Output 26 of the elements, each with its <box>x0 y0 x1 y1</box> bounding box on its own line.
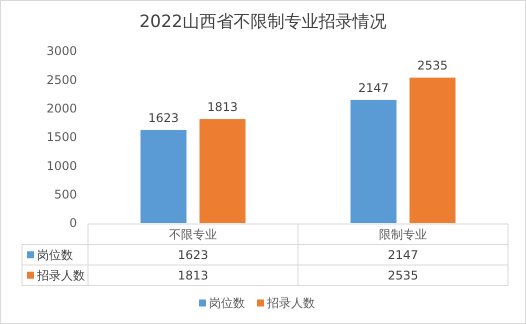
text: 1623 <box>178 248 208 262</box>
text: 招录人数 <box>37 268 85 282</box>
x-tick-label: 限制专业 <box>379 227 427 242</box>
text: 2147 <box>388 248 418 262</box>
legend-label: 岗位数 <box>37 248 73 262</box>
y-tick-label: 2500 <box>46 72 77 87</box>
legend-label: 招录人数 <box>266 296 315 310</box>
text: 2535 <box>388 268 418 282</box>
bar <box>140 130 186 223</box>
bar <box>350 100 396 223</box>
y-tick-label: 0 <box>69 216 77 230</box>
y-tick-label: 2000 <box>46 102 77 116</box>
y-tick-label: 1500 <box>46 130 77 144</box>
y-tick-label: 500 <box>54 188 77 202</box>
x-tick-label: 不限专业 <box>169 227 217 242</box>
y-tick-label: 1000 <box>46 158 77 173</box>
text: 1813 <box>178 268 208 282</box>
data-label: 1623 <box>148 110 179 125</box>
bar <box>410 78 456 223</box>
chart-title: 2022山西省不限制专业招录情况 <box>139 12 387 32</box>
bar <box>200 119 246 223</box>
y-tick-label: 3000 <box>46 44 77 58</box>
data-label: 2147 <box>358 80 389 95</box>
data-label: 1813 <box>207 100 238 114</box>
data-label: 2535 <box>417 58 448 73</box>
text: 岗位数 <box>209 296 245 310</box>
